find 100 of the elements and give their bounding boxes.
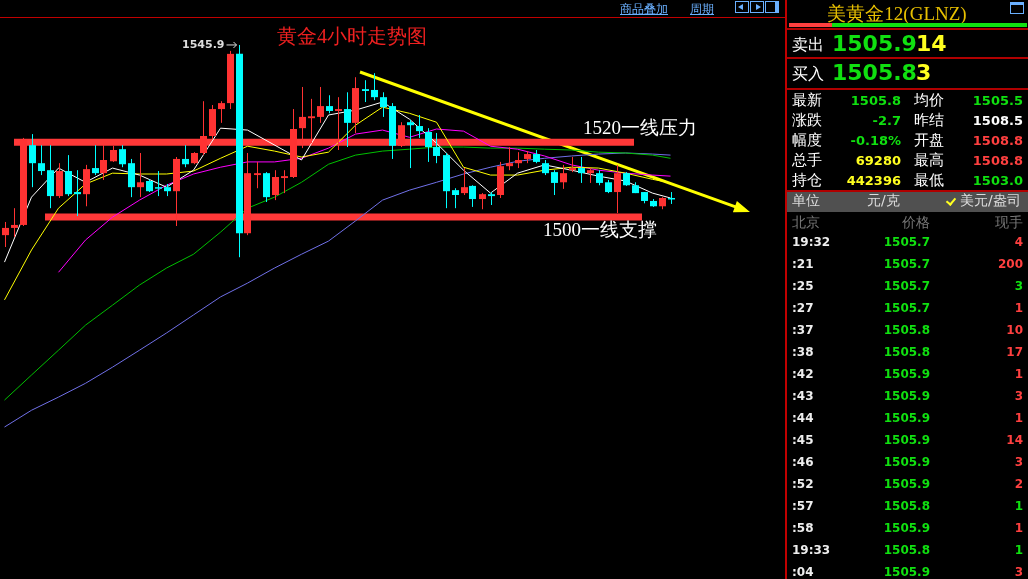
text: 3 [1014, 565, 1023, 579]
text: 美元/盎司 [960, 192, 1021, 210]
text: 1505.7 [883, 235, 930, 249]
candlestick [2, 221, 9, 248]
candlestick [452, 187, 459, 209]
text: :46 [792, 455, 814, 469]
candlestick [65, 154, 72, 197]
candlestick [362, 79, 369, 103]
text: 周期 [690, 1, 714, 18]
text: 北京 [792, 214, 820, 232]
text: 1505.9 [883, 521, 930, 535]
text: 幅度 [792, 131, 822, 150]
text: 涨跌 [792, 111, 822, 130]
candlestick [38, 144, 45, 176]
text: 1505.8 [883, 499, 930, 513]
candlestick [425, 127, 432, 163]
text: 1505.9 [832, 31, 917, 56]
text: 1508.5 [972, 113, 1023, 128]
text: 442396 [846, 173, 901, 188]
text: 元/克 [867, 192, 900, 210]
text: 买入 [792, 64, 824, 85]
candlestick [461, 167, 468, 196]
text: 1505.9 [883, 433, 930, 447]
candlestick [137, 152, 144, 198]
text: 1 [1014, 367, 1023, 381]
text: 1508.8 [972, 153, 1023, 168]
text: 10 [1006, 323, 1023, 337]
text: 200 [997, 257, 1023, 271]
text: 卖出 [792, 35, 824, 56]
text: 现手 [995, 214, 1023, 232]
candlestick [128, 158, 135, 198]
candlestick [433, 132, 440, 164]
ref-line-label: 1500一线支撑 [543, 218, 657, 240]
text: 1505.8 [850, 93, 901, 108]
text: 3 [1014, 279, 1023, 293]
text: 均价 [914, 91, 944, 110]
text: 开盘 [914, 131, 944, 150]
text: :57 [792, 499, 814, 513]
text: :44 [792, 411, 814, 425]
text: 1 [1014, 499, 1023, 513]
text: 1505.9 [883, 477, 930, 491]
candlestick [326, 94, 333, 114]
text: 3 [916, 60, 932, 85]
text: :21 [792, 257, 814, 271]
text: 持仓 [792, 171, 822, 190]
candlestick [119, 144, 126, 168]
text: 1505.7 [883, 257, 930, 271]
text: :52 [792, 477, 814, 491]
candlestick [182, 144, 189, 168]
ref-line-label: 1520一线压力 [583, 116, 697, 138]
text: 19:32 [792, 235, 831, 249]
text: :37 [792, 323, 814, 337]
candlestick [281, 169, 288, 194]
text: :45 [792, 433, 814, 447]
text: 3 [1014, 455, 1023, 469]
text: :25 [792, 279, 814, 293]
text: :42 [792, 367, 814, 381]
text: :04 [792, 565, 814, 579]
text: 美黄金12(GLNZ) [826, 2, 968, 26]
text: 单位 [792, 192, 820, 210]
candlestick [560, 164, 567, 190]
text: 总手 [792, 151, 822, 170]
text: 2 [1014, 477, 1023, 491]
text: 69280 [855, 153, 901, 168]
text: :27 [792, 301, 814, 315]
text: 1508.8 [972, 133, 1023, 148]
text: 1505.9 [883, 411, 930, 425]
text: 1 [1014, 411, 1023, 425]
text: 3 [1014, 389, 1023, 403]
candlestick [551, 169, 558, 196]
text: 1505.8 [883, 543, 930, 557]
text: 昨结 [914, 111, 944, 130]
candlestick [92, 144, 99, 176]
text: 17 [1006, 345, 1023, 359]
text: 4 [1014, 235, 1023, 249]
text: 商品叠加 [620, 1, 668, 18]
candlestick [371, 72, 378, 101]
text: :43 [792, 389, 814, 403]
annotation: 1545.9 [182, 37, 225, 51]
text: 最低 [914, 171, 944, 190]
text: 1 [1014, 301, 1023, 315]
text: 1505.9 [883, 565, 930, 579]
candlestick [380, 91, 387, 118]
text: -2.7 [872, 113, 901, 128]
text: 1505.9 [883, 367, 930, 381]
candlestick [263, 171, 270, 203]
text: -0.18% [850, 133, 901, 148]
text: :38 [792, 345, 814, 359]
candlestick [469, 184, 476, 208]
candlestick [578, 156, 585, 184]
text: 最高 [914, 151, 944, 170]
text: 1 [1014, 543, 1023, 557]
candlestick [11, 207, 18, 238]
text: 最新 [792, 91, 822, 110]
text: 价格 [902, 214, 930, 232]
candlestick [344, 91, 351, 148]
candlestick [218, 100, 225, 124]
text: :58 [792, 521, 814, 535]
text: 1503.0 [972, 173, 1023, 188]
candlestick [272, 169, 279, 201]
